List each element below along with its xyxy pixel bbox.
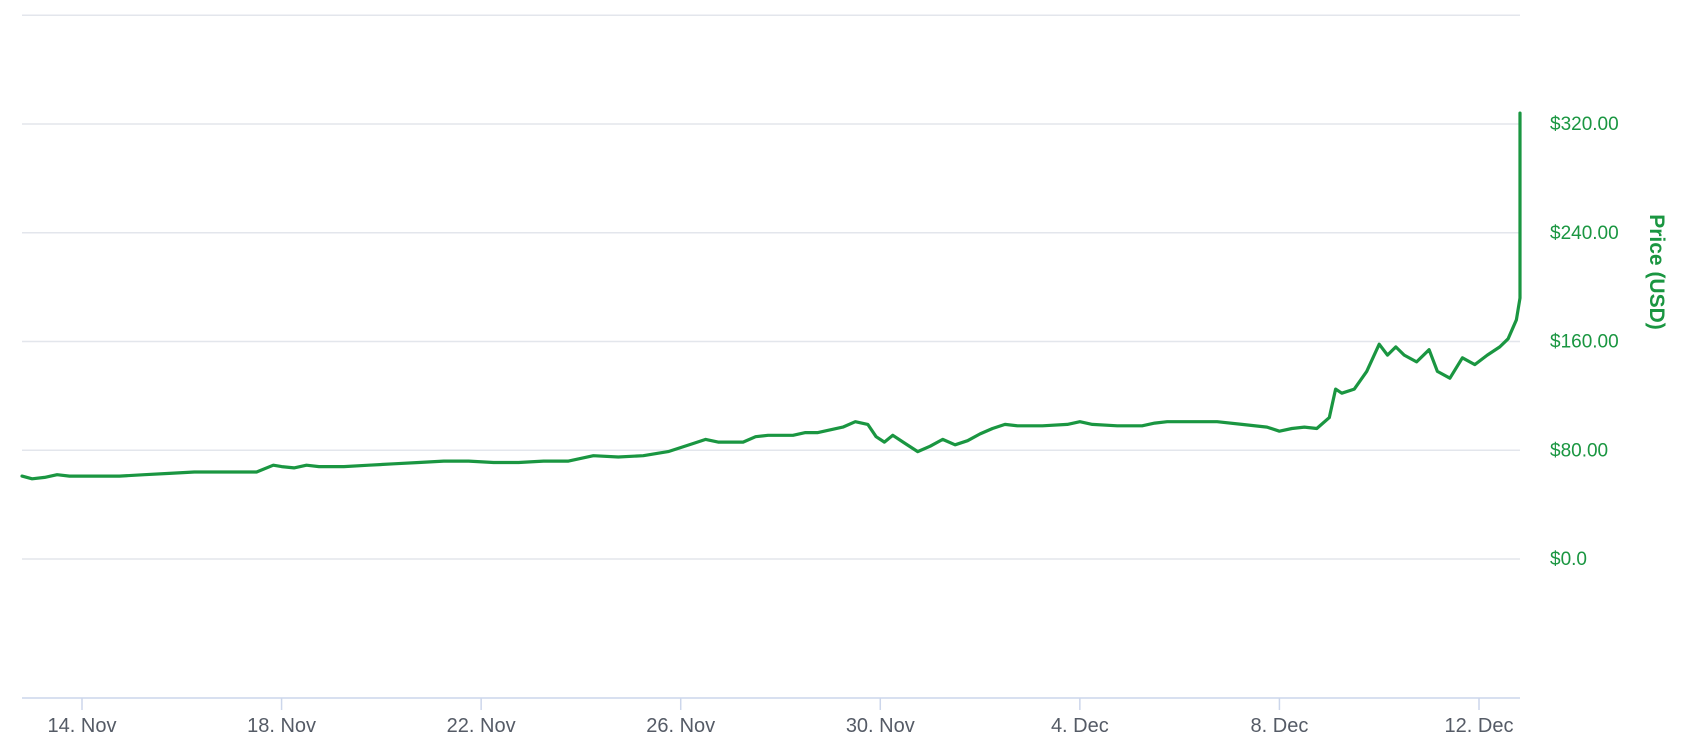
x-tick-label: 14. Nov (48, 715, 117, 737)
y-tick-label: $320.00 (1550, 114, 1619, 135)
grid-lines (22, 14, 1520, 560)
x-tick-label: 18. Nov (247, 715, 316, 737)
x-tick-label: 22. Nov (447, 715, 516, 737)
x-tick-label: 26. Nov (646, 715, 715, 737)
y-axis-title: Price (USD) (1645, 214, 1668, 330)
y-axis-labels: $0.0 $80.00 $160.00 $240.00 $320.00 (1550, 114, 1619, 570)
x-tick-label: 8. Dec (1251, 715, 1309, 737)
y-tick-label: $240.00 (1550, 223, 1619, 244)
price-series-line (20, 111, 1522, 481)
y-tick-label: $80.00 (1550, 440, 1608, 461)
x-tick-label: 12. Dec (1445, 715, 1514, 737)
x-axis-labels: 14. Nov 18. Nov 22. Nov 26. Nov 30. Nov 4. De… (48, 698, 1514, 737)
y-tick-label: $160.00 (1550, 332, 1619, 353)
x-tick-label: 4. Dec (1051, 715, 1109, 737)
x-tick-label: 30. Nov (846, 715, 915, 737)
y-tick-label: $0.0 (1550, 549, 1587, 570)
